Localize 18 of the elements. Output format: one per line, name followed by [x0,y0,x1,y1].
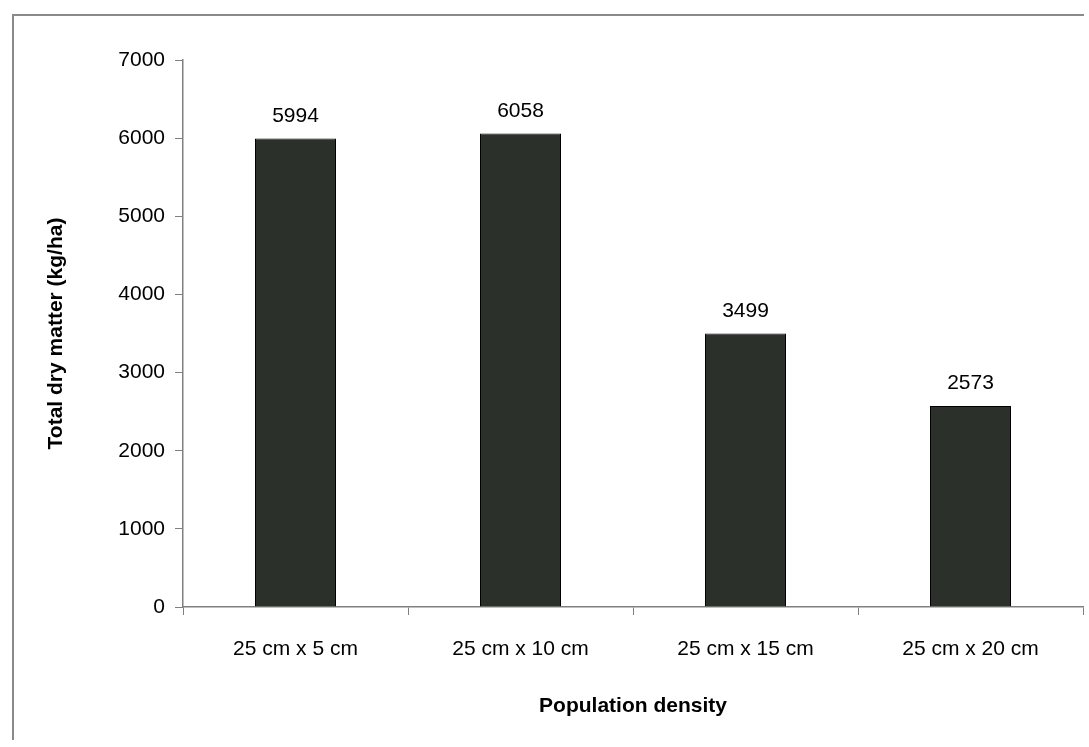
x-axis-title: Population density [539,693,728,717]
data-label: 6058 [497,97,544,121]
y-axis-title: Total dry matter (kg/ha) [43,217,67,450]
y-tick-label: 4000 [118,281,165,305]
y-tick-label: 2000 [118,437,165,461]
y-tick-label: 6000 [118,124,165,148]
data-label: 2573 [947,370,994,394]
x-tick-label: 25 cm x 20 cm [902,636,1039,660]
y-tick-label: 7000 [118,46,165,70]
y-tick-label: 3000 [118,359,165,383]
y-tick-label: 0 [153,593,165,617]
y-tick-label: 5000 [118,203,165,227]
data-label: 3499 [722,297,769,321]
x-tick-label: 25 cm x 15 cm [677,636,814,660]
data-label: 5994 [272,102,320,126]
y-tick-label: 1000 [118,515,165,539]
x-tick-label: 25 cm x 10 cm [452,636,589,660]
x-tick-label: 25 cm x 5 cm [233,636,358,660]
